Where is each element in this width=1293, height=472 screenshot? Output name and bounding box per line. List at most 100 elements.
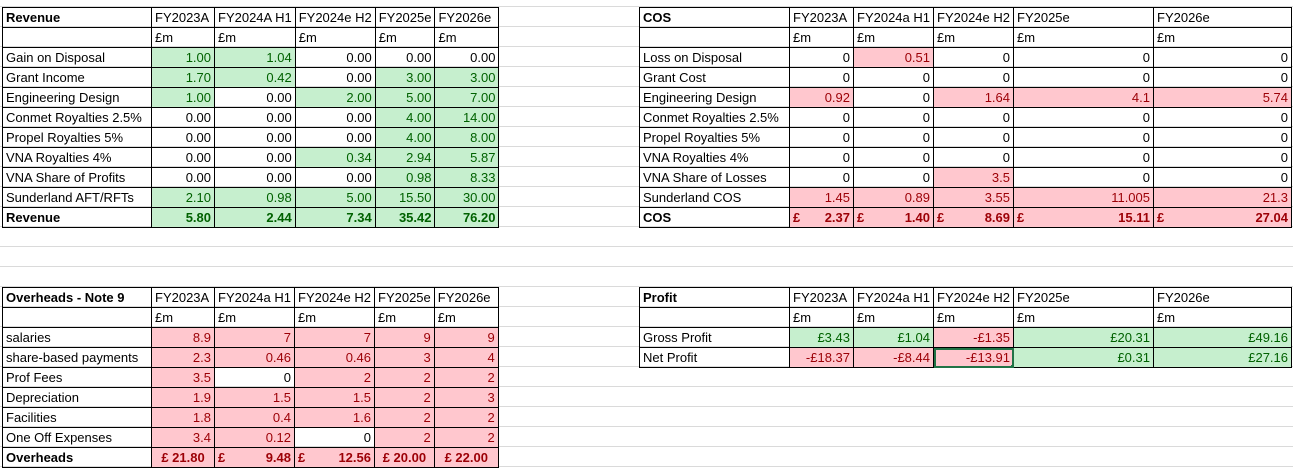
profit-unit-cell[interactable]: £m — [853, 307, 934, 328]
revenue-value-cell[interactable]: 14.00 — [434, 107, 500, 128]
revenue-row-label[interactable]: VNA Share of Profits — [2, 167, 152, 188]
profit-value-cell[interactable]: -£18.37 — [789, 347, 854, 368]
revenue-value-cell[interactable]: 0.00 — [434, 47, 500, 68]
revenue-value-cell[interactable]: 3.00 — [374, 67, 436, 88]
profit-row-label[interactable]: Gross Profit — [639, 327, 790, 348]
revenue-row-label[interactable]: Propel Royalties 5% — [2, 127, 152, 148]
overheads-total-cell[interactable]: £ 22.00 — [433, 447, 499, 468]
overheads-value-cell[interactable]: 3.4 — [151, 427, 215, 448]
cos-value-cell[interactable]: 0 — [933, 47, 1014, 68]
overheads-unit-cell[interactable]: £m — [214, 307, 295, 328]
revenue-blank-cell[interactable] — [2, 27, 152, 48]
cos-value-cell[interactable]: 0 — [853, 87, 934, 108]
profit-value-cell[interactable]: £20.31 — [1013, 327, 1154, 348]
cos-value-cell[interactable]: 0 — [1013, 147, 1154, 168]
revenue-unit-cell[interactable]: £m — [151, 27, 215, 48]
overheads-value-cell[interactable]: 2 — [374, 427, 435, 448]
cos-value-cell[interactable]: 4.1 — [1013, 87, 1154, 108]
revenue-value-cell[interactable]: 2.10 — [151, 187, 215, 208]
revenue-total-cell[interactable]: 35.42 — [374, 207, 436, 228]
overheads-value-cell[interactable]: 2 — [374, 367, 435, 388]
revenue-unit-cell[interactable]: £m — [374, 27, 436, 48]
overheads-value-cell[interactable]: 2 — [294, 367, 375, 388]
cos-value-cell[interactable]: 3.5 — [933, 167, 1014, 188]
cos-value-cell[interactable]: 0 — [1013, 167, 1154, 188]
profit-header-cell[interactable]: FY2026e — [1153, 287, 1292, 308]
cos-row-label[interactable]: Loss on Disposal — [639, 47, 790, 68]
cos-value-cell[interactable]: 0 — [1153, 167, 1292, 188]
cos-value-cell[interactable]: 0 — [853, 127, 934, 148]
overheads-total-cell[interactable]: £ 20.00 — [374, 447, 435, 468]
cos-value-cell[interactable]: 0 — [853, 167, 934, 188]
revenue-value-cell[interactable]: 0.98 — [214, 187, 296, 208]
revenue-value-cell[interactable]: 0.00 — [214, 87, 296, 108]
overheads-header-cell[interactable]: FY2024e H2 — [294, 287, 375, 308]
revenue-value-cell[interactable]: 0.00 — [151, 127, 215, 148]
revenue-total-cell[interactable]: 5.80 — [151, 207, 215, 228]
cos-unit-cell[interactable]: £m — [853, 27, 934, 48]
overheads-value-cell[interactable]: 0 — [294, 427, 375, 448]
overheads-row-label[interactable]: Depreciation — [2, 387, 152, 408]
cos-row-label[interactable]: Propel Royalties 5% — [639, 127, 790, 148]
revenue-header-cell[interactable]: FY2026e — [434, 7, 500, 28]
cos-value-cell[interactable]: 0 — [1153, 147, 1292, 168]
cos-total-cell[interactable]: £15.11 — [1013, 207, 1154, 228]
revenue-value-cell[interactable]: 8.00 — [434, 127, 500, 148]
revenue-unit-cell[interactable]: £m — [434, 27, 500, 48]
revenue-row-label[interactable]: Grant Income — [2, 67, 152, 88]
overheads-header-cell[interactable]: FY2024a H1 — [214, 287, 295, 308]
revenue-total-label[interactable]: Revenue — [2, 207, 152, 228]
overheads-total-cell[interactable]: £12.56 — [294, 447, 375, 468]
cos-value-cell[interactable]: 0 — [1013, 47, 1154, 68]
profit-value-cell-selected[interactable]: -£13.91 — [933, 347, 1014, 368]
cos-value-cell[interactable]: 0 — [789, 47, 854, 68]
cos-value-cell[interactable]: 21.3 — [1153, 187, 1292, 208]
overheads-value-cell[interactable]: 2 — [374, 407, 435, 428]
overheads-unit-cell[interactable]: £m — [374, 307, 435, 328]
revenue-total-cell[interactable]: 7.34 — [294, 207, 376, 228]
overheads-unit-cell[interactable]: £m — [151, 307, 215, 328]
cos-total-label[interactable]: COS — [639, 207, 790, 228]
overheads-value-cell[interactable]: 1.5 — [214, 387, 295, 408]
cos-row-label[interactable]: Grant Cost — [639, 67, 790, 88]
revenue-value-cell[interactable]: 0.00 — [214, 127, 296, 148]
overheads-header-cell[interactable]: FY2026e — [433, 287, 499, 308]
revenue-value-cell[interactable]: 0.00 — [294, 107, 376, 128]
revenue-value-cell[interactable]: 4.00 — [374, 127, 436, 148]
cos-value-cell[interactable]: 0 — [1153, 107, 1292, 128]
overheads-row-label[interactable]: One Off Expenses — [2, 427, 152, 448]
profit-header-cell[interactable]: FY2024a H1 — [853, 287, 934, 308]
profit-title[interactable]: Profit — [639, 287, 790, 308]
cos-value-cell[interactable]: 0.89 — [853, 187, 934, 208]
cos-value-cell[interactable]: 11.005 — [1013, 187, 1154, 208]
revenue-value-cell[interactable]: 5.87 — [434, 147, 500, 168]
revenue-value-cell[interactable]: 5.00 — [294, 187, 376, 208]
cos-title[interactable]: COS — [639, 7, 790, 28]
overheads-unit-cell[interactable]: £m — [433, 307, 499, 328]
cos-value-cell[interactable]: 0 — [933, 127, 1014, 148]
revenue-value-cell[interactable]: 0.00 — [151, 147, 215, 168]
profit-header-cell[interactable]: FY2023A — [789, 287, 854, 308]
revenue-value-cell[interactable]: 3.00 — [434, 67, 500, 88]
cos-value-cell[interactable]: 0 — [1153, 67, 1292, 88]
overheads-value-cell[interactable]: 1.6 — [294, 407, 375, 428]
cos-unit-cell[interactable]: £m — [1153, 27, 1292, 48]
cos-value-cell[interactable]: 0 — [789, 67, 854, 88]
cos-value-cell[interactable]: 0 — [789, 107, 854, 128]
cos-value-cell[interactable]: 0 — [853, 107, 934, 128]
cos-blank-cell[interactable] — [639, 27, 790, 48]
cos-value-cell[interactable]: 0 — [933, 107, 1014, 128]
cos-value-cell[interactable]: 5.74 — [1153, 87, 1292, 108]
overheads-value-cell[interactable]: 2 — [433, 367, 499, 388]
cos-header-cell[interactable]: FY2024e H2 — [933, 7, 1014, 28]
cos-total-cell[interactable]: £8.69 — [933, 207, 1014, 228]
overheads-value-cell[interactable]: 1.9 — [151, 387, 215, 408]
revenue-value-cell[interactable]: 2.00 — [294, 87, 376, 108]
overheads-value-cell[interactable]: 1.8 — [151, 407, 215, 428]
cos-value-cell[interactable]: 3.55 — [933, 187, 1014, 208]
overheads-row-label[interactable]: salaries — [2, 327, 152, 348]
revenue-row-label[interactable]: Engineering Design — [2, 87, 152, 108]
cos-unit-cell[interactable]: £m — [1013, 27, 1154, 48]
profit-unit-cell[interactable]: £m — [933, 307, 1014, 328]
revenue-value-cell[interactable]: 0.98 — [374, 167, 436, 188]
